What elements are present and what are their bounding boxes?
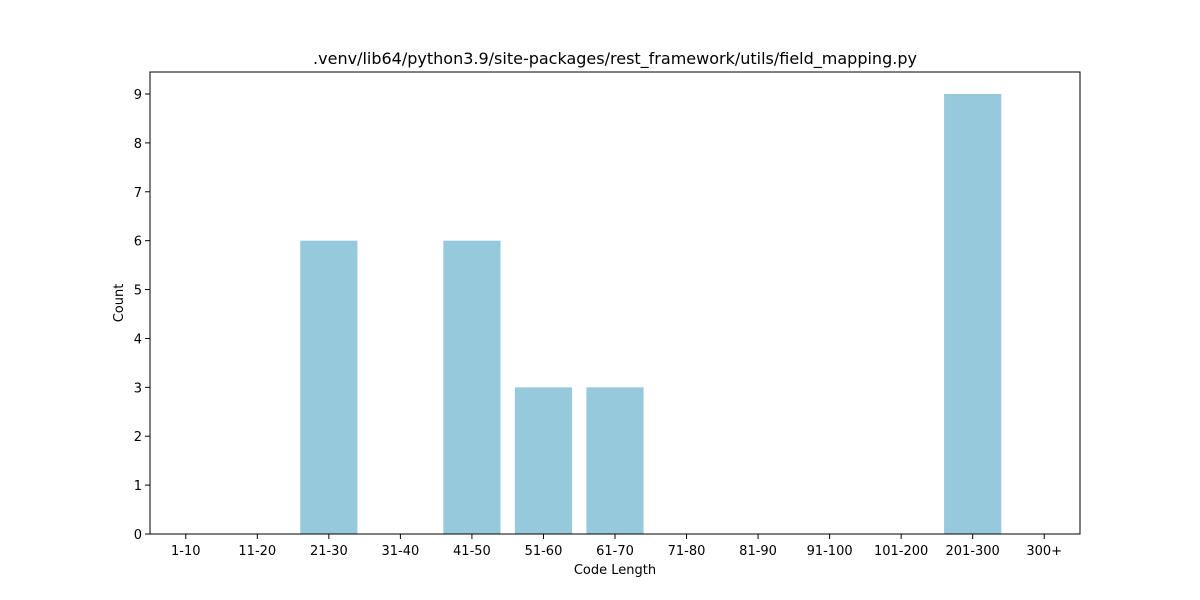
bar-61-70 bbox=[586, 387, 644, 534]
x-tick-label: 81-90 bbox=[739, 544, 777, 559]
y-tick-label: 9 bbox=[134, 88, 142, 103]
x-tick-label: 61-70 bbox=[596, 544, 634, 559]
x-tick-label: 41-50 bbox=[453, 544, 491, 559]
x-tick-label: 51-60 bbox=[525, 544, 563, 559]
x-tick-label: 300+ bbox=[1026, 544, 1062, 559]
x-tick-label: 31-40 bbox=[381, 544, 419, 559]
bar-21-30 bbox=[300, 240, 358, 535]
y-tick-label: 8 bbox=[134, 137, 142, 152]
bar-51-60 bbox=[514, 387, 573, 534]
x-tick-label: 101-200 bbox=[874, 544, 928, 559]
y-tick-label: 0 bbox=[134, 528, 142, 543]
y-tick-label: 2 bbox=[134, 430, 142, 445]
y-tick-label: 1 bbox=[134, 479, 142, 494]
x-axis: 1-10 11-20 21-30 31-40 41-50 51-60 61-70 71-80 8… bbox=[171, 534, 1062, 559]
bars-group bbox=[300, 94, 1002, 535]
x-tick-label: 11-20 bbox=[238, 544, 276, 559]
x-tick-label: 201-300 bbox=[946, 544, 1000, 559]
y-axis-label: Count bbox=[112, 284, 127, 323]
x-axis-label: Code Length bbox=[574, 563, 656, 578]
y-tick-label: 3 bbox=[134, 381, 142, 396]
x-tick-label: 1-10 bbox=[171, 544, 201, 559]
x-tick-label: 21-30 bbox=[310, 544, 348, 559]
y-tick-label: 7 bbox=[134, 186, 142, 201]
y-tick-label: 6 bbox=[134, 235, 142, 250]
chart-title: .venv/lib64/python3.9/site-packages/rest… bbox=[313, 49, 917, 69]
y-tick-label: 5 bbox=[134, 284, 142, 299]
x-tick-label: 91-100 bbox=[807, 544, 853, 559]
x-tick-label: 71-80 bbox=[668, 544, 706, 559]
bar-41-50 bbox=[443, 240, 501, 535]
y-tick-label: 4 bbox=[134, 332, 142, 347]
bar-201-300 bbox=[944, 94, 1002, 534]
y-axis: 0 1 2 3 4 5 6 7 8 9 bbox=[134, 88, 150, 543]
